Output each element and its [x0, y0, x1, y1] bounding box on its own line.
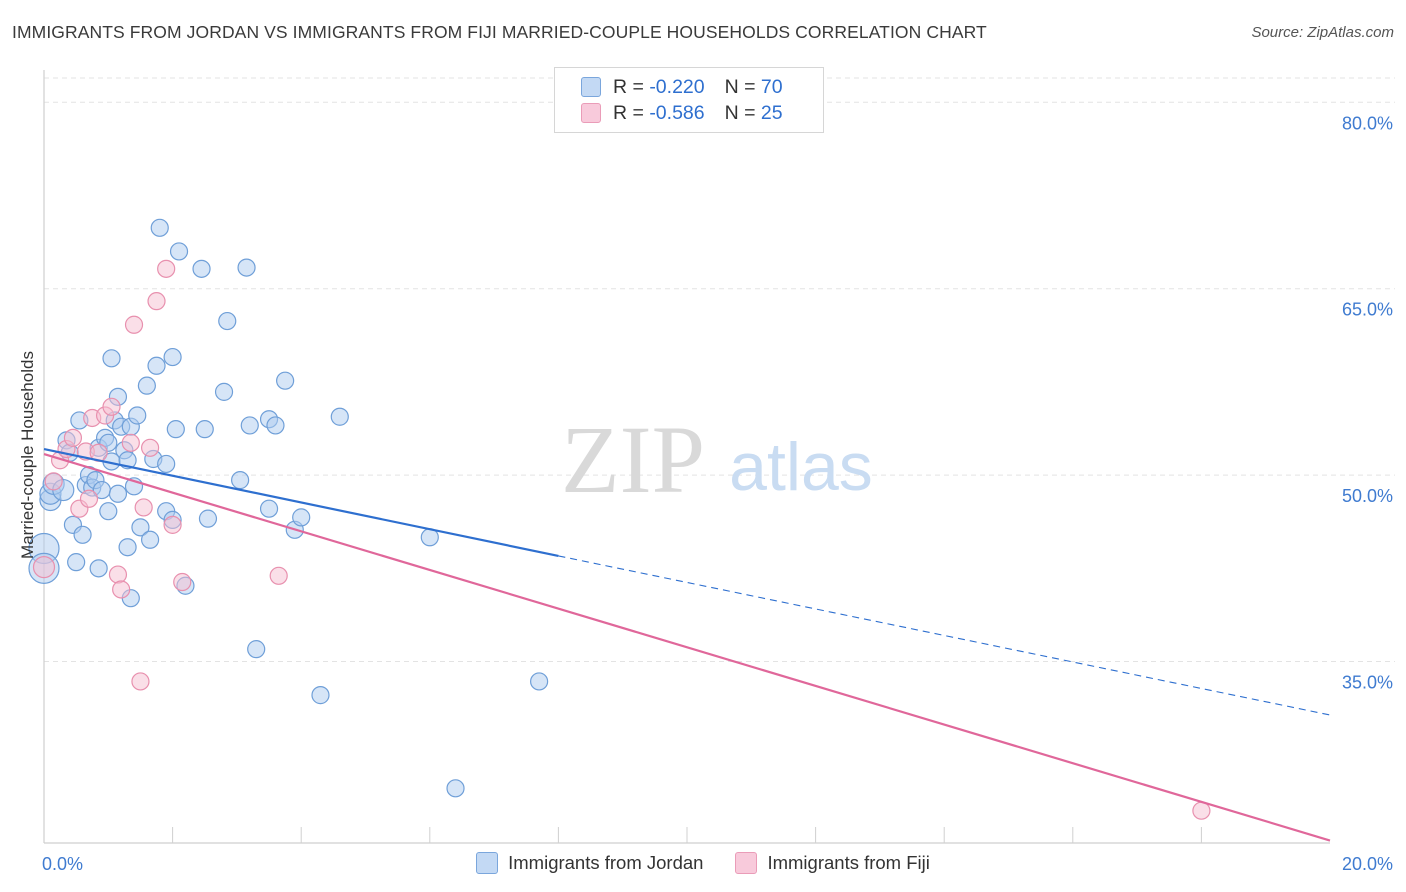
y-tick-label: 35.0% [1342, 673, 1393, 693]
y-tick-label: 80.0% [1342, 113, 1393, 133]
data-point-jordan [330, 407, 349, 426]
data-point-jordan [218, 311, 237, 331]
watermark: ZIP atlas [561, 406, 873, 513]
data-point-jordan [276, 371, 295, 390]
data-point-fiji [134, 498, 153, 517]
legend-swatch-fiji [581, 103, 601, 123]
data-point-jordan [195, 420, 214, 439]
data-point-fiji [108, 565, 128, 584]
trend-layer [43, 447, 1331, 842]
grid-layer [44, 77, 1395, 663]
data-point-jordan [166, 420, 185, 439]
data-point-fiji [140, 438, 160, 457]
data-point-jordan [169, 242, 189, 261]
data-point-jordan [137, 376, 156, 395]
data-point-jordan [266, 416, 285, 435]
data-point-fiji [102, 397, 121, 416]
legend-row-fiji: R = -0.586 N = 25 [581, 100, 783, 126]
series-legend-item-jordan[interactable]: Immigrants from Jordan [476, 852, 703, 874]
x-tick-label: 20.0% [1342, 854, 1393, 874]
correlation-legend: R = -0.220 N = 70 R = -0.586 N = 25 [554, 67, 824, 133]
data-point-jordan [530, 672, 549, 691]
legend-r-label: R = [613, 101, 650, 124]
data-point-jordan [292, 508, 311, 527]
data-point-jordan [192, 259, 211, 278]
data-point-jordan [118, 538, 137, 557]
data-point-fiji [32, 556, 56, 579]
legend-n-value: 25 [760, 101, 783, 124]
data-point-jordan [231, 471, 250, 490]
legend-row-jordan: R = -0.220 N = 70 [581, 74, 783, 100]
legend-swatch-jordan [581, 77, 601, 97]
data-point-jordan [150, 218, 169, 237]
data-point-fiji [269, 566, 288, 585]
legend-r-label: R = [613, 75, 650, 98]
data-point-jordan [157, 454, 176, 474]
watermark-atlas: atlas [729, 429, 873, 505]
data-point-jordan [131, 518, 150, 537]
y-tick-label: 65.0% [1342, 300, 1393, 320]
data-point-fiji [163, 515, 182, 534]
series-legend-item-fiji[interactable]: Immigrants from Fiji [735, 852, 930, 874]
legend-n-label: N = [724, 101, 761, 124]
data-point-jordan [73, 525, 92, 544]
axis-layer [43, 70, 1330, 844]
data-point-jordan [198, 509, 218, 528]
legend-r-value: -0.586 [649, 101, 705, 124]
tick-labels: 80.0% 65.0% 50.0% 35.0% 0.0% 20.0% [42, 113, 1393, 874]
points-layer [28, 218, 1211, 820]
series-label-fiji: Immigrants from Fiji [767, 852, 930, 873]
data-point-fiji [147, 292, 166, 311]
data-point-fiji [124, 315, 144, 334]
data-point-fiji [112, 580, 131, 599]
data-point-jordan [89, 559, 108, 578]
data-point-jordan [446, 779, 465, 798]
data-point-jordan [163, 347, 182, 367]
data-point-jordan [214, 382, 234, 401]
data-point-jordan [311, 686, 330, 705]
data-point-fiji [173, 572, 192, 592]
series-swatch-jordan [476, 852, 499, 874]
data-point-fiji [44, 472, 63, 491]
x-tick-label: 0.0% [42, 854, 83, 874]
legend-n-value: 70 [760, 75, 783, 98]
y-axis-title: Married-couple Households [18, 351, 37, 559]
series-legend: Immigrants from Jordan Immigrants from F… [0, 852, 1406, 874]
data-point-jordan [259, 499, 279, 518]
data-point-fiji [63, 428, 83, 447]
source-label: Source: ZipAtlas.com [1251, 24, 1394, 41]
data-point-jordan [140, 530, 160, 549]
legend-r-value: -0.220 [649, 75, 705, 98]
data-point-fiji [121, 433, 140, 452]
data-point-jordan [240, 416, 259, 435]
data-point-jordan [247, 640, 266, 659]
y-tick-label: 50.0% [1342, 486, 1393, 506]
data-point-jordan [237, 258, 256, 277]
data-point-jordan [128, 406, 147, 425]
watermark-zip: ZIP [561, 406, 705, 513]
legend-n-label: N = [724, 75, 761, 98]
trend-line-jordan-extension [558, 555, 1331, 716]
data-point-jordan [67, 553, 86, 572]
data-point-fiji [131, 672, 150, 691]
chart-title: IMMIGRANTS FROM JORDAN VS IMMIGRANTS FRO… [12, 22, 987, 42]
data-point-jordan [108, 484, 128, 503]
series-label-jordan: Immigrants from Jordan [508, 852, 704, 873]
series-swatch-fiji [735, 852, 758, 874]
data-point-jordan [99, 502, 118, 521]
trend-line-fiji [43, 452, 1331, 842]
data-point-jordan [102, 349, 121, 368]
data-point-jordan [147, 356, 166, 375]
trend-line-jordan [43, 447, 559, 557]
data-point-fiji [79, 489, 99, 508]
data-point-fiji [157, 259, 176, 278]
